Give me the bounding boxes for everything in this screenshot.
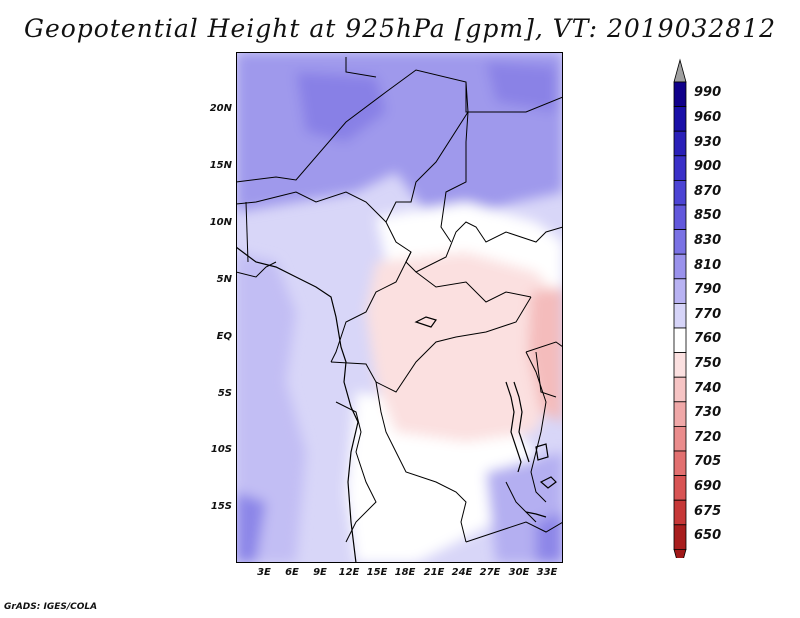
colorbar-swatch xyxy=(673,130,687,157)
colorbar-label: 690 xyxy=(694,478,722,494)
colorbar-swatch xyxy=(673,401,687,427)
colorbar: 990 960 930 900 870 850 830 810 790 770 760 750 740 7… xyxy=(668,58,798,558)
field-north-deep xyxy=(296,72,386,142)
country-boundaries xyxy=(236,57,563,543)
colorbar-label: 850 xyxy=(694,208,722,224)
colorbar-label: 790 xyxy=(694,282,722,298)
field-north-deep-2 xyxy=(486,62,556,112)
colorbar-swatch xyxy=(673,155,687,181)
colorbar-swatch xyxy=(673,278,687,304)
colorbar-label: 740 xyxy=(694,380,722,396)
colorbar-swatch xyxy=(673,376,687,403)
colorbar-swatch xyxy=(673,425,687,452)
lon-label: 24E xyxy=(451,567,473,578)
colorbar-swatch xyxy=(673,352,687,378)
lon-label: 12E xyxy=(338,567,360,578)
colorbar-swatch xyxy=(673,302,687,329)
lat-label: EQ xyxy=(216,331,232,342)
colorbar-label: 760 xyxy=(694,331,722,347)
lon-label: 6E xyxy=(285,567,299,578)
colorbar-label: 720 xyxy=(694,429,722,445)
colorbar-swatches xyxy=(673,58,687,558)
chart-title: Geopotential Height at 925hPa [gpm], VT:… xyxy=(23,14,777,43)
colorbar-swatch xyxy=(673,204,687,231)
colorbar-swatch xyxy=(673,475,687,501)
colorbar-label: 705 xyxy=(694,454,722,470)
colorbar-swatch xyxy=(673,327,687,354)
lat-label: 15S xyxy=(210,501,232,512)
field-east-highlands xyxy=(528,287,563,422)
colorbar-label: 730 xyxy=(694,405,722,421)
colorbar-swatch xyxy=(673,253,687,280)
colorbar-bottom-arrow xyxy=(673,548,687,558)
colorbar-label: 990 xyxy=(694,85,722,101)
colorbar-label: 675 xyxy=(694,503,722,519)
colorbar-label: 930 xyxy=(694,134,722,150)
lon-label: 3E xyxy=(257,567,271,578)
lat-label: 5N xyxy=(216,274,232,285)
field-congo-basin xyxy=(366,252,563,442)
colorbar-label: 770 xyxy=(694,306,722,322)
colorbar-label: 810 xyxy=(694,257,722,273)
colorbar-swatch xyxy=(673,229,687,255)
colorbar-swatch xyxy=(673,524,687,550)
lon-label: 30E xyxy=(508,567,530,578)
colorbar-swatch xyxy=(673,180,687,206)
colorbar-swatch xyxy=(673,81,687,108)
footer-credit: GrADS: IGES/COLA xyxy=(4,602,98,612)
colorbar-label: 650 xyxy=(694,528,722,544)
lat-label: 10N xyxy=(209,217,232,228)
colorbar-swatch xyxy=(673,450,687,477)
lon-label: 9E xyxy=(313,567,327,578)
lon-label: 33E xyxy=(536,567,558,578)
map-panel xyxy=(236,52,563,563)
colorbar-top-arrow xyxy=(673,58,687,83)
colorbar-swatch xyxy=(673,499,687,526)
colorbar-swatch xyxy=(673,106,687,132)
lat-label: 5S xyxy=(217,388,232,399)
lon-label: 15E xyxy=(366,567,388,578)
colorbar-label: 960 xyxy=(694,109,722,125)
colorbar-label: 750 xyxy=(694,355,722,371)
lat-label: 20N xyxy=(209,103,232,114)
colorbar-label: 870 xyxy=(694,183,722,199)
field-sw-corner xyxy=(236,492,266,563)
colorbar-label: 830 xyxy=(694,232,722,248)
lat-label: 10S xyxy=(210,444,232,455)
coastlines xyxy=(236,246,557,563)
lon-label: 21E xyxy=(423,567,445,578)
field-se-deep xyxy=(536,512,563,563)
field-coast-blue xyxy=(236,252,306,563)
lat-label: 15N xyxy=(209,160,232,171)
colorbar-label: 900 xyxy=(694,159,722,175)
lon-label: 18E xyxy=(394,567,416,578)
lon-label: 27E xyxy=(479,567,501,578)
